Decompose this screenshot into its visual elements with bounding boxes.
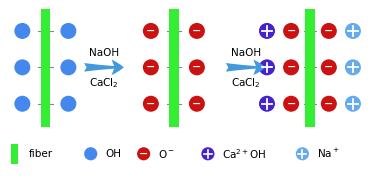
- Circle shape: [259, 96, 275, 112]
- Circle shape: [14, 23, 30, 39]
- Text: Ca$^{2+}$OH: Ca$^{2+}$OH: [222, 147, 267, 161]
- Circle shape: [345, 96, 361, 112]
- Text: O$^-$: O$^-$: [158, 148, 175, 160]
- Text: NaOH: NaOH: [231, 48, 261, 58]
- Text: −: −: [287, 62, 296, 72]
- Circle shape: [283, 59, 299, 75]
- Text: −: −: [324, 99, 333, 109]
- Circle shape: [283, 23, 299, 39]
- Circle shape: [283, 96, 299, 112]
- Circle shape: [189, 96, 205, 112]
- Circle shape: [143, 96, 159, 112]
- Bar: [40, 9, 50, 127]
- Circle shape: [60, 96, 76, 112]
- Text: −: −: [139, 149, 148, 159]
- Text: Na$^+$: Na$^+$: [317, 147, 340, 160]
- Text: −: −: [146, 26, 156, 36]
- Circle shape: [143, 59, 159, 75]
- Circle shape: [259, 23, 275, 39]
- Circle shape: [14, 96, 30, 112]
- Circle shape: [201, 147, 214, 160]
- Circle shape: [14, 59, 30, 75]
- Text: CaCl$_2$: CaCl$_2$: [89, 76, 119, 90]
- Text: −: −: [324, 26, 333, 36]
- Circle shape: [321, 23, 337, 39]
- Text: −: −: [192, 26, 201, 36]
- Circle shape: [137, 147, 150, 160]
- Circle shape: [345, 23, 361, 39]
- Text: NaOH: NaOH: [89, 48, 119, 58]
- Text: OH: OH: [105, 149, 121, 159]
- Circle shape: [189, 23, 205, 39]
- Text: −: −: [192, 62, 201, 72]
- Circle shape: [60, 59, 76, 75]
- Circle shape: [345, 59, 361, 75]
- Circle shape: [143, 23, 159, 39]
- Text: CaCl$_2$: CaCl$_2$: [231, 76, 260, 90]
- Text: −: −: [192, 99, 201, 109]
- Text: −: −: [324, 62, 333, 72]
- Circle shape: [296, 147, 309, 160]
- Text: −: −: [146, 62, 156, 72]
- Circle shape: [189, 59, 205, 75]
- Text: fiber: fiber: [28, 149, 53, 159]
- Bar: [11, 144, 18, 164]
- Text: −: −: [287, 26, 296, 36]
- Circle shape: [84, 147, 97, 160]
- Circle shape: [321, 96, 337, 112]
- Bar: [169, 9, 178, 127]
- Circle shape: [321, 59, 337, 75]
- Text: −: −: [146, 99, 156, 109]
- Bar: [305, 9, 314, 127]
- Circle shape: [259, 59, 275, 75]
- Text: −: −: [287, 99, 296, 109]
- Circle shape: [60, 23, 76, 39]
